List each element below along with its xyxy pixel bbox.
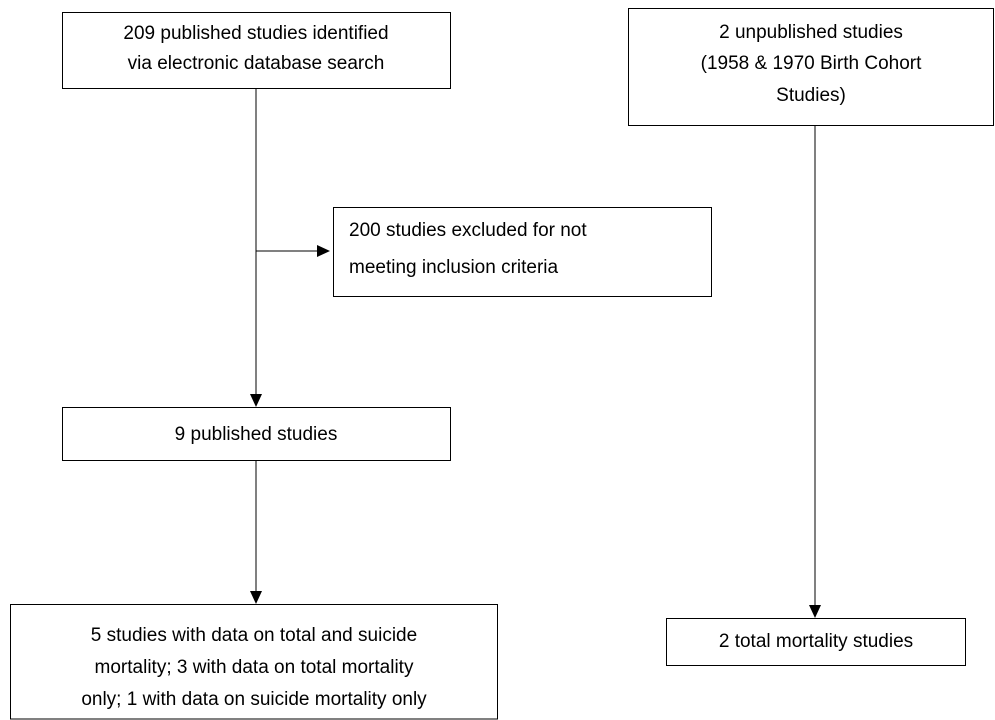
node-text: 209 published studies identified xyxy=(123,23,388,44)
node-box xyxy=(666,618,966,666)
node-text: (1958 & 1970 Birth Cohort xyxy=(701,53,922,74)
node-text: via electronic database search xyxy=(128,53,385,74)
node-box xyxy=(333,207,712,297)
arrowhead xyxy=(250,591,262,604)
node-text: Studies) xyxy=(776,85,846,106)
node-text: 200 studies excluded for not xyxy=(349,220,587,241)
node-text: 5 studies with data on total and suicide xyxy=(91,625,417,646)
arrowhead xyxy=(809,605,821,618)
node-text: only; 1 with data on suicide mortality o… xyxy=(81,689,427,710)
node-text: meeting inclusion criteria xyxy=(349,257,559,278)
node-box xyxy=(10,604,498,720)
node-box xyxy=(62,12,451,89)
node-text: 9 published studies xyxy=(175,424,338,445)
arrowhead xyxy=(250,394,262,407)
node-box xyxy=(628,8,994,126)
node-text: mortality; 3 with data on total mortalit… xyxy=(95,657,414,678)
node-text: 2 unpublished studies xyxy=(719,22,903,43)
node-text: 2 total mortality studies xyxy=(719,631,913,652)
node-box xyxy=(62,407,451,461)
arrowhead xyxy=(317,245,330,257)
